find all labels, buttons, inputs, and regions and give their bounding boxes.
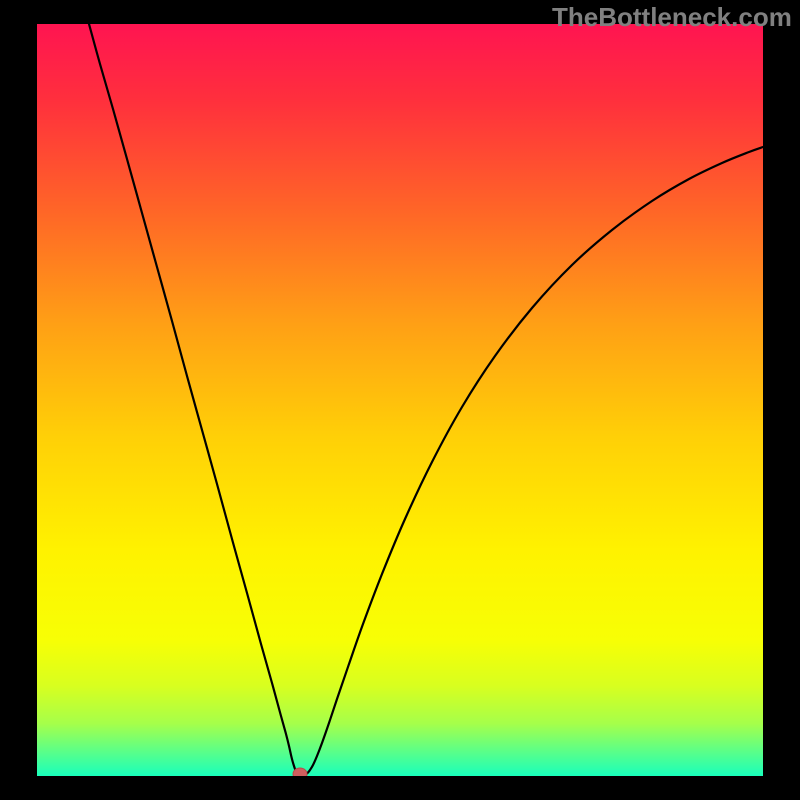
plot-area <box>37 24 763 776</box>
bottleneck-marker <box>293 768 307 776</box>
curve-path <box>89 24 763 776</box>
frame-left <box>0 0 37 800</box>
frame-bottom <box>0 776 800 800</box>
chart-canvas: TheBottleneck.com <box>0 0 800 800</box>
bottleneck-curve <box>37 24 763 776</box>
watermark-text: TheBottleneck.com <box>552 2 792 33</box>
frame-right <box>763 0 800 800</box>
